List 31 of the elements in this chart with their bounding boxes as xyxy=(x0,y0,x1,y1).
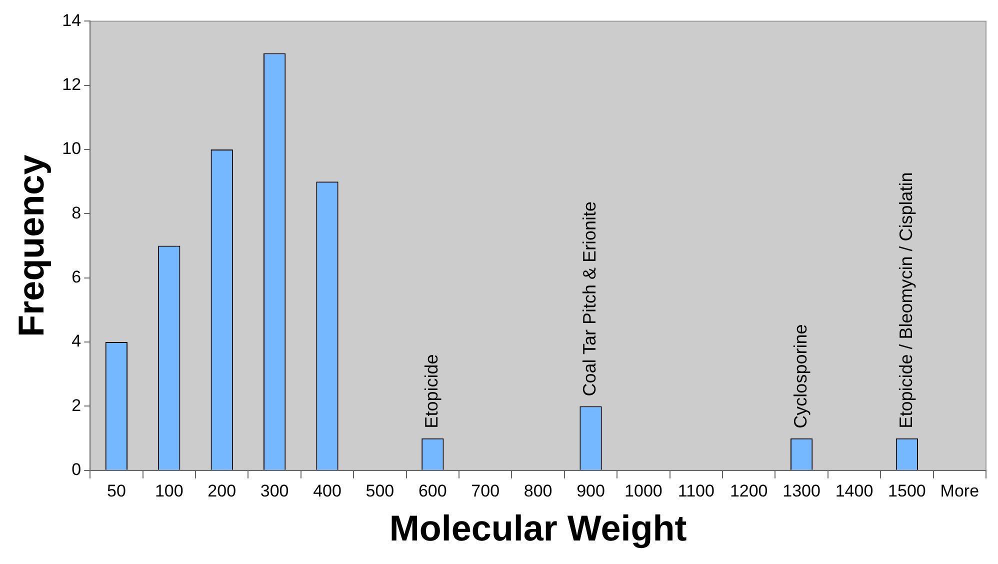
x-tick-label: 200 xyxy=(208,481,236,500)
x-tick-label: 900 xyxy=(576,481,605,500)
x-tick-label: 700 xyxy=(471,481,500,500)
y-axis-title: Frequency xyxy=(10,154,52,337)
x-tick-label: 50 xyxy=(107,481,126,500)
x-tick-label: 600 xyxy=(418,481,447,500)
x-tick-label: 100 xyxy=(154,481,184,500)
x-tick-label: 1300 xyxy=(782,481,820,500)
x-tick-label: 1500 xyxy=(888,481,926,500)
x-axis-title: Molecular Weight xyxy=(389,507,687,548)
y-tick-label: 10 xyxy=(62,139,82,158)
x-tick-label: 1000 xyxy=(624,481,662,500)
annotation: Cyclosporine xyxy=(790,324,811,428)
x-tick-label: 800 xyxy=(524,481,552,500)
x-tick-label: More xyxy=(940,481,980,500)
y-tick-label: 6 xyxy=(72,268,82,287)
x-tick-label: 1200 xyxy=(730,481,768,500)
y-tick-label: 14 xyxy=(62,10,82,30)
annotation: Etopicide xyxy=(422,354,442,428)
x-tick-label: 300 xyxy=(260,481,289,500)
y-tick-label: 12 xyxy=(62,75,82,94)
y-tick-label: 4 xyxy=(72,332,82,351)
x-tick-label: 1400 xyxy=(835,481,874,500)
x-tick-label: 400 xyxy=(313,481,342,500)
y-tick-label: 8 xyxy=(72,203,82,222)
annotation: Coal Tar Pitch & Erionite xyxy=(580,201,600,396)
y-tick-label: 2 xyxy=(72,396,82,415)
y-tick-label: 0 xyxy=(72,460,82,480)
x-tick-label: 1100 xyxy=(678,481,714,500)
x-tick-label: 500 xyxy=(366,481,394,500)
annotation: Etopicide / Bleomycin / Cisplatin xyxy=(896,172,916,428)
